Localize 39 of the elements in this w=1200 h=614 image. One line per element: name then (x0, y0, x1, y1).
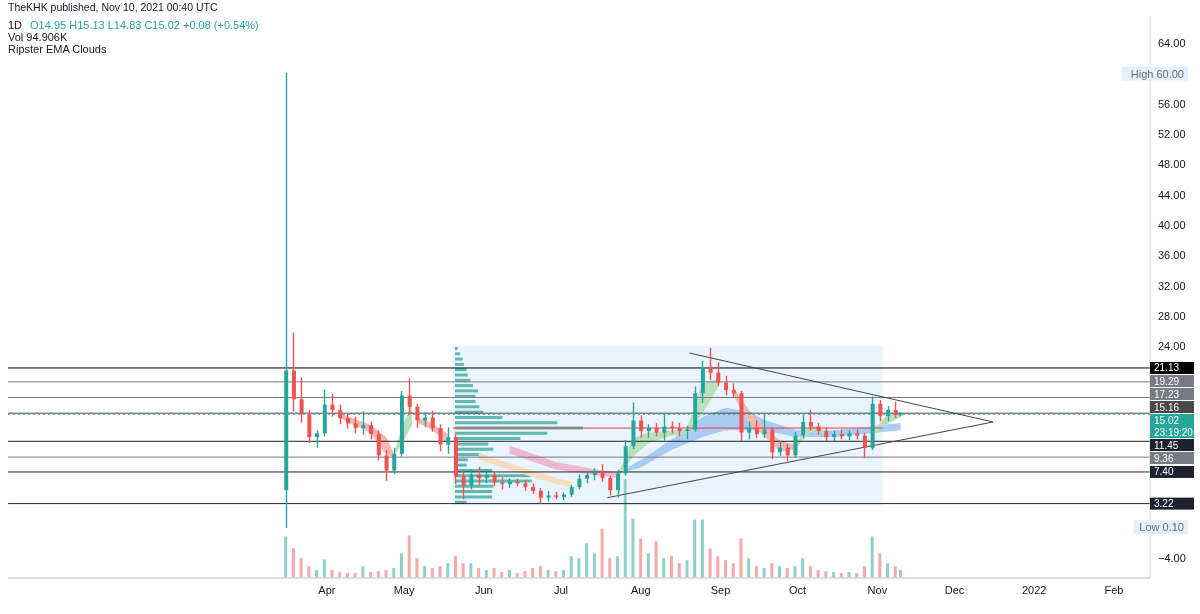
annotation: Ripster EMA Clouds (8, 43, 107, 55)
x-tick-label: Jul (553, 583, 569, 596)
text: 23:19:20 (1154, 426, 1194, 438)
x-tick-label: Apr (318, 583, 336, 596)
ref-line-label: 9.36 (1154, 452, 1174, 464)
y-tick-label: 36.00 (1158, 249, 1186, 262)
chart-subtitle: O14.95 H15.13 L14.83 C15.02 +0.08 (+0.54%) (30, 19, 259, 31)
y-tick-label: 44.00 (1158, 188, 1186, 201)
y-tick-label: 28.00 (1158, 309, 1186, 322)
y-tick-label: 40.00 (1158, 218, 1186, 231)
y-tick-label: −4.00 (1158, 552, 1186, 565)
x-tick-label: Nov (867, 583, 888, 596)
y-tick-label: 64.00 (1158, 37, 1186, 50)
ref-line-label: 21.13 (1154, 362, 1180, 374)
y-tick-label: 52.00 (1158, 128, 1186, 141)
ref-line-label: 3.22 (1154, 498, 1174, 510)
ref-line-label: 17.23 (1154, 388, 1180, 400)
y-tick-label: 24.00 (1158, 340, 1186, 353)
chart-title: 1D (8, 19, 23, 31)
text: TheKHK published, Nov 10, 2021 00:40 UTC (8, 1, 218, 13)
x-tick-label: May (393, 583, 415, 596)
y-tick-label: 32.00 (1158, 279, 1186, 292)
ref-line-label: 19.29 (1154, 375, 1180, 387)
x-tick-label: 2022 (1022, 583, 1047, 596)
ref-line-label: 11.45 (1154, 439, 1179, 451)
x-tick-label: Sep (710, 583, 731, 596)
x-tick-label: Jun (474, 583, 493, 596)
x-tick-label: Feb (1104, 583, 1124, 596)
annotation: Low 0.10 (1139, 521, 1184, 534)
x-tick-label: Aug (630, 583, 651, 596)
x-tick-label: Dec (944, 583, 965, 596)
annotation: High 60.00 (1130, 67, 1184, 80)
x-tick-label: Oct (789, 583, 807, 596)
y-tick-label: 48.00 (1158, 158, 1186, 171)
ref-line-label: 15.02 (1154, 414, 1180, 426)
y-tick-label: 56.00 (1158, 97, 1186, 110)
annotation: Vol 94.906K (8, 31, 68, 43)
ref-line-label: 15.16 (1154, 401, 1180, 413)
ref-line-label: 7.40 (1154, 466, 1174, 478)
